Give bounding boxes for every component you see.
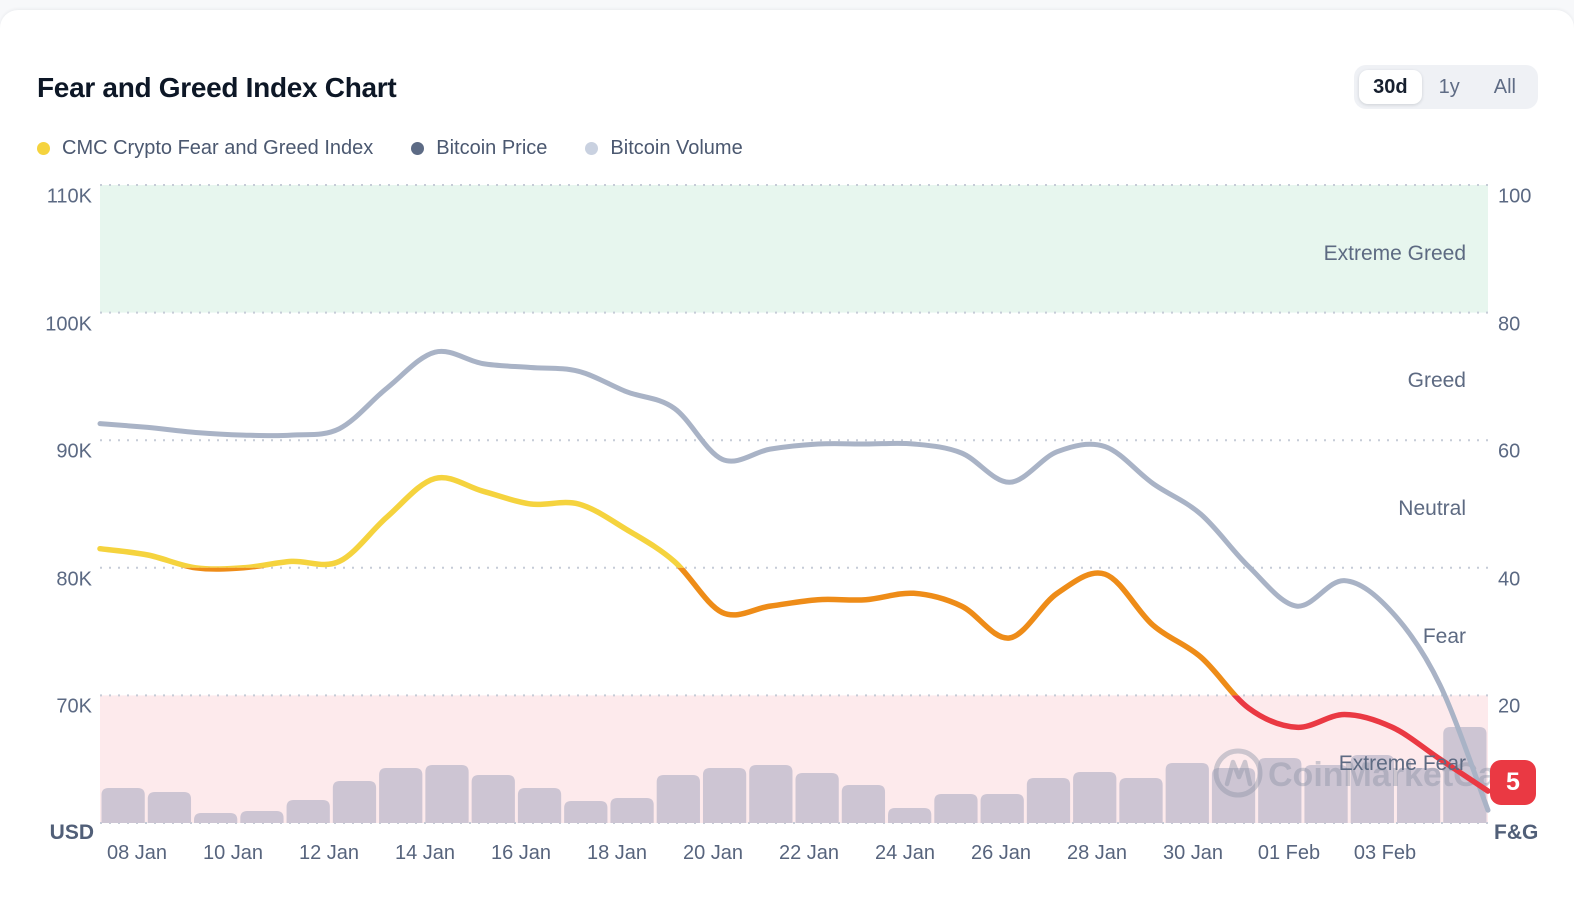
zone-label-extreme-greed: Extreme Greed — [1323, 241, 1466, 265]
chart-card: Fear and Greed Index Chart CMC Crypto Fe… — [0, 10, 1574, 910]
volume-bar — [101, 788, 145, 823]
x-axis-label: 01 Feb — [1257, 842, 1321, 864]
legend-dot-icon — [411, 142, 425, 155]
x-axis-label: 20 Jan — [682, 842, 744, 864]
fg-line — [97, 474, 685, 568]
volume-bar — [286, 800, 330, 823]
left-axis-title: USD — [49, 821, 94, 844]
range-option-all[interactable]: All — [1493, 76, 1516, 98]
x-axis-label: 24 Jan — [874, 842, 936, 864]
volume-bar — [841, 785, 886, 823]
x-axis-label: 22 Jan — [778, 842, 840, 864]
legend-item-1[interactable]: Bitcoin Price — [411, 137, 547, 160]
volume-bar — [1073, 772, 1117, 823]
x-axis-label: 08 Jan — [106, 842, 168, 864]
page-title: Fear and Greed Index Chart — [37, 72, 397, 103]
x-axis-label: 14 Jan — [394, 842, 456, 864]
y-axis-label-right: 60 — [1498, 440, 1521, 463]
volume-bar — [749, 765, 793, 823]
legend-label: Bitcoin Volume — [610, 137, 743, 159]
volume-bar — [147, 792, 192, 823]
right-axis-title: F&G — [1494, 821, 1539, 844]
y-axis-label-right: 40 — [1498, 568, 1521, 591]
range-option-30d[interactable]: 30d — [1359, 70, 1422, 104]
fg-line — [1231, 695, 1491, 794]
volume-bar — [194, 813, 238, 823]
volume-bar — [1165, 763, 1209, 823]
y-axis-label-right: 80 — [1498, 313, 1521, 336]
volume-bar — [564, 801, 608, 823]
volume-bar — [425, 765, 469, 823]
range-selector[interactable]: 30d 1y All — [1354, 65, 1538, 109]
fg-current-value-badge: 5 — [1490, 760, 1536, 805]
legend-item-0[interactable]: CMC Crypto Fear and Greed Index — [37, 137, 373, 160]
volume-bar — [1119, 778, 1163, 823]
chart-svg[interactable]: CoinMarketCap — [0, 10, 1574, 910]
y-axis-label-right: 100 — [1498, 185, 1532, 208]
x-axis-label: 16 Jan — [490, 842, 552, 864]
zone-label-extreme-fear: Extreme Fear — [1338, 752, 1466, 776]
volume-bar — [379, 768, 423, 823]
volume-bar — [1396, 768, 1441, 823]
chart-legend: CMC Crypto Fear and Greed Index Bitcoin P… — [37, 137, 743, 160]
zone-band — [100, 185, 1488, 313]
volume-bar — [1211, 768, 1256, 823]
volume-bar — [656, 775, 700, 823]
y-axis-label-left: 70K — [56, 695, 92, 718]
legend-item-2[interactable]: Bitcoin Volume — [585, 137, 743, 160]
volume-bar — [240, 811, 284, 823]
volume-bar — [888, 808, 932, 823]
volume-bar — [1258, 758, 1302, 823]
volume-bar — [517, 788, 562, 823]
legend-dot-icon — [37, 142, 50, 155]
price-line — [97, 348, 1491, 813]
x-axis-label: 26 Jan — [970, 842, 1032, 864]
y-axis-label-right: 20 — [1498, 695, 1521, 718]
x-axis-label: 12 Jan — [298, 842, 360, 864]
zone-label-neutral: Neutral — [1398, 497, 1466, 520]
legend-label: Bitcoin Price — [436, 137, 548, 159]
volume-bar — [934, 794, 978, 823]
x-axis-label: 03 Feb — [1353, 842, 1417, 864]
volume-bar — [980, 794, 1024, 823]
volume-bar — [1304, 765, 1348, 823]
y-axis-label-left: 110K — [46, 185, 92, 208]
volume-bar — [610, 798, 654, 823]
legend-dot-icon — [585, 142, 599, 155]
x-axis-label: 10 Jan — [202, 842, 264, 864]
zone-label-fear: Fear — [1422, 624, 1466, 648]
x-axis-label: 18 Jan — [586, 842, 648, 864]
zone-label-greed: Greed — [1407, 369, 1466, 393]
x-axis-label: 28 Jan — [1066, 842, 1128, 864]
range-option-1y[interactable]: 1y — [1438, 76, 1460, 98]
y-axis-label-left: 100K — [45, 313, 92, 336]
y-axis-label-left: 80K — [56, 568, 92, 591]
volume-bar — [795, 773, 839, 823]
y-axis-label-left: 90K — [56, 440, 92, 463]
volume-bar — [471, 775, 515, 823]
legend-label: CMC Crypto Fear and Greed Index — [62, 137, 374, 159]
x-axis-label: 30 Jan — [1162, 842, 1224, 864]
volume-bar — [332, 781, 377, 823]
fg-line — [182, 567, 1239, 696]
volume-bar — [1350, 755, 1394, 823]
volume-bar — [1026, 778, 1071, 823]
volume-bar — [702, 768, 747, 823]
